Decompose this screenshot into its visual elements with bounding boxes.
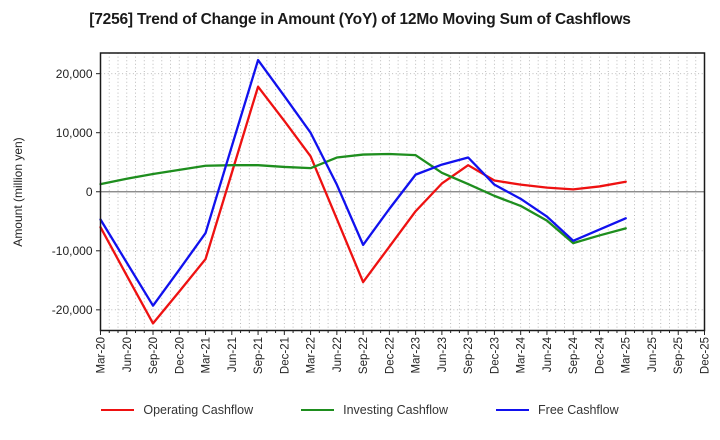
x-tick-label: Mar-20 [96,337,108,373]
y-tick-label: 0 [86,185,93,199]
x-tick-label: Sep-23 [463,337,475,374]
series-line-0 [99,85,627,325]
series-line-1 [99,152,627,245]
x-tick-label: Mar-25 [621,337,633,373]
legend-swatch-free [496,409,530,411]
x-tick-label: Sep-24 [568,336,580,374]
x-tick-label: Mar-21 [201,337,213,373]
legend-item-free: Free Cashflow [496,403,619,417]
legend-item-investing: Investing Cashflow [301,403,448,417]
legend-swatch-operating [101,409,135,411]
legend-label-operating: Operating Cashflow [143,403,254,417]
y-tick-label: -10,000 [52,244,93,258]
legend-item-operating: Operating Cashflow [101,403,253,417]
y-tick-label: 10,000 [56,126,93,140]
x-tick-label: Jun-21 [227,337,239,372]
x-tick-label: Jun-25 [647,337,659,372]
legend-swatch-investing [301,409,335,411]
x-tick-label: Sep-25 [673,337,685,374]
legend-label-free: Free Cashflow [538,403,619,417]
x-tick-label: Jun-24 [542,336,554,372]
x-tick-label: Jun-20 [122,337,134,372]
x-tick-label: Sep-21 [253,337,265,374]
y-tick-label: -20,000 [52,303,93,317]
chart-title: [7256] Trend of Change in Amount (YoY) o… [89,11,631,28]
series-line-2 [99,58,627,307]
x-tick-label: Sep-22 [358,337,370,374]
legend: Operating Cashflow Investing Cashflow Fr… [0,403,720,417]
x-tick-label: Dec-25 [700,337,712,374]
x-tick-label: Dec-23 [489,337,501,374]
x-tick-label: Dec-20 [174,337,186,374]
x-tick-label: Mar-24 [516,336,528,373]
x-tick-label: Jun-23 [437,337,449,372]
x-tick-label: Dec-24 [594,336,606,374]
x-tick-label: Sep-20 [148,337,160,374]
x-tick-label: Dec-21 [279,337,291,374]
x-tick-label: Mar-22 [306,337,318,373]
x-tick-label: Mar-23 [411,337,423,373]
x-tick-label: Jun-22 [332,337,344,372]
legend-label-investing: Investing Cashflow [343,403,449,417]
x-tick-label: Dec-22 [384,337,396,374]
y-tick-label: 20,000 [56,67,93,81]
